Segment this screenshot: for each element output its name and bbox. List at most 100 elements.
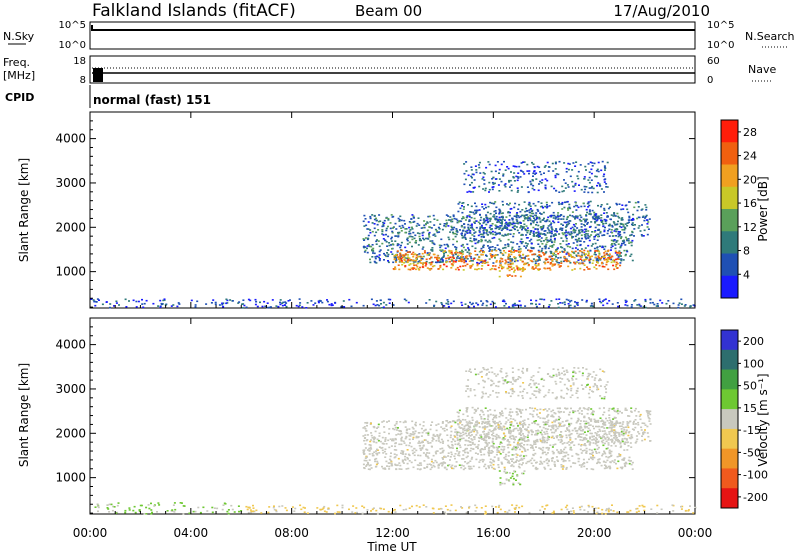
data-cell bbox=[378, 258, 381, 260]
colorbar-segment bbox=[721, 164, 738, 188]
data-cell bbox=[532, 234, 535, 237]
data-cell bbox=[375, 262, 378, 264]
data-cell bbox=[462, 208, 465, 210]
data-cell bbox=[648, 410, 651, 413]
data-cell bbox=[634, 426, 637, 429]
data-cell bbox=[501, 412, 504, 414]
data-cell bbox=[557, 252, 560, 255]
data-cell bbox=[546, 441, 548, 444]
data-cell bbox=[583, 465, 586, 468]
data-cell bbox=[508, 436, 511, 439]
data-cell bbox=[501, 222, 503, 224]
data-cell bbox=[575, 452, 578, 455]
data-cell bbox=[580, 444, 583, 447]
data-cell bbox=[449, 252, 452, 254]
colorbar-segment bbox=[721, 275, 738, 299]
data-cell bbox=[412, 255, 415, 258]
data-cell bbox=[519, 304, 522, 307]
data-cell bbox=[646, 223, 649, 225]
data-cell bbox=[598, 434, 601, 436]
data-cell bbox=[334, 512, 336, 515]
data-cell bbox=[365, 439, 368, 442]
data-cell bbox=[469, 426, 472, 429]
data-cell bbox=[507, 455, 510, 457]
data-cell bbox=[408, 241, 411, 244]
data-cell bbox=[470, 467, 473, 470]
data-cell bbox=[467, 444, 470, 447]
data-cell bbox=[604, 461, 607, 464]
data-cell bbox=[367, 468, 370, 470]
data-cell bbox=[574, 225, 577, 228]
data-cell bbox=[498, 261, 501, 263]
data-cell bbox=[413, 447, 416, 450]
data-cell bbox=[525, 229, 528, 232]
data-cell bbox=[459, 229, 461, 231]
data-cell bbox=[558, 160, 561, 163]
data-cell bbox=[456, 434, 459, 437]
data-cell bbox=[385, 460, 388, 463]
data-cell bbox=[403, 298, 406, 301]
data-cell bbox=[254, 298, 257, 301]
data-cell bbox=[468, 420, 471, 423]
data-cell bbox=[582, 202, 585, 205]
data-cell bbox=[615, 230, 618, 233]
data-cell bbox=[433, 243, 436, 246]
data-cell bbox=[507, 238, 510, 241]
data-cell bbox=[389, 222, 392, 224]
data-cell bbox=[366, 228, 369, 230]
data-cell bbox=[530, 446, 532, 449]
data-cell bbox=[574, 201, 577, 204]
data-cell bbox=[523, 245, 526, 247]
data-cell bbox=[411, 214, 414, 216]
data-cell bbox=[587, 179, 590, 181]
data-cell bbox=[607, 444, 610, 446]
data-cell bbox=[566, 504, 569, 507]
data-cell bbox=[498, 446, 501, 448]
data-cell bbox=[404, 455, 407, 458]
data-cell bbox=[495, 227, 498, 230]
data-cell bbox=[473, 232, 476, 234]
data-cell bbox=[463, 223, 465, 225]
data-cell bbox=[612, 426, 615, 428]
data-cell bbox=[465, 216, 468, 219]
data-cell bbox=[512, 233, 515, 235]
data-cell bbox=[485, 223, 488, 226]
data-cell bbox=[508, 430, 510, 433]
data-cell bbox=[582, 420, 585, 422]
data-cell bbox=[470, 181, 473, 184]
data-cell bbox=[462, 413, 465, 416]
data-cell bbox=[529, 444, 532, 446]
data-cell bbox=[378, 259, 381, 262]
data-cell bbox=[514, 228, 516, 231]
data-cell bbox=[512, 165, 515, 167]
data-cell bbox=[565, 298, 568, 301]
data-cell bbox=[583, 191, 586, 193]
data-cell bbox=[489, 413, 492, 416]
data-cell bbox=[470, 431, 473, 433]
data-cell bbox=[436, 219, 439, 221]
data-cell bbox=[482, 235, 485, 238]
data-cell bbox=[377, 220, 380, 223]
data-cell bbox=[602, 421, 605, 424]
data-cell bbox=[463, 172, 466, 175]
data-cell bbox=[433, 465, 436, 468]
data-cell bbox=[626, 222, 629, 224]
data-cell bbox=[452, 438, 455, 441]
data-cell bbox=[516, 176, 519, 178]
data-cell bbox=[378, 245, 381, 248]
data-cell bbox=[516, 179, 519, 182]
data-cell bbox=[227, 509, 230, 511]
data-cell bbox=[279, 299, 282, 301]
data-cell bbox=[338, 511, 341, 513]
data-cell bbox=[504, 259, 507, 261]
data-cell bbox=[266, 302, 269, 304]
data-cell bbox=[423, 250, 426, 252]
data-cell bbox=[450, 263, 453, 265]
data-cell bbox=[539, 438, 542, 441]
data-cell bbox=[603, 464, 606, 466]
data-cell bbox=[601, 426, 604, 428]
data-cell bbox=[555, 298, 558, 301]
data-cell bbox=[426, 466, 429, 469]
data-cell bbox=[373, 227, 376, 230]
data-cell bbox=[609, 424, 612, 426]
